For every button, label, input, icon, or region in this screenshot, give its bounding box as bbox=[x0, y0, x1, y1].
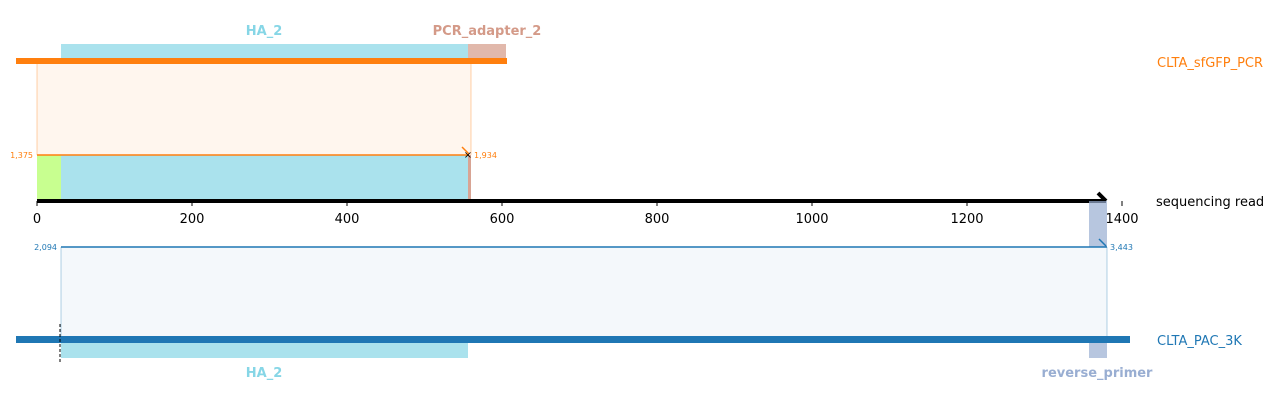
bottom-target-label: CLTA_PAC_3K bbox=[1157, 334, 1242, 349]
top-alignment-end-tick bbox=[461, 146, 470, 155]
top-insertion-green-block bbox=[37, 155, 61, 200]
bottom-alignment-fill bbox=[61, 247, 1107, 339]
top-alignment-fill bbox=[37, 62, 471, 155]
top-target-label: CLTA_sfGFP_PCR bbox=[1157, 56, 1263, 71]
read-axis-ticks: 0 200 400 600 800 1000 1200 1400 bbox=[33, 201, 1139, 227]
top-feature-ha2-label: HA_2 bbox=[246, 24, 283, 39]
read-axis-tick-label: 1400 bbox=[1105, 212, 1138, 227]
read-axis-tick-label: 600 bbox=[490, 212, 515, 227]
top-target-bar bbox=[16, 58, 507, 64]
bottom-target-bar bbox=[16, 336, 1130, 343]
read-axis-tick-label: 1200 bbox=[950, 212, 983, 227]
top-alignment-ref-start: 1,375 bbox=[10, 151, 33, 160]
read-axis-tick-label: 0 bbox=[33, 212, 41, 227]
top-pcr-adapter-read-block bbox=[468, 155, 471, 200]
top-alignment-ref-end: 1,934 bbox=[474, 151, 497, 160]
bottom-feature-ha2-block bbox=[61, 341, 468, 358]
top-feature-pcr-adapter-block bbox=[468, 44, 506, 61]
read-label: sequencing read bbox=[1156, 195, 1264, 210]
bottom-alignment-ref-start: 2,094 bbox=[34, 243, 57, 252]
bottom-alignment-end-tick bbox=[1098, 238, 1107, 247]
top-feature-pcr-adapter-label: PCR_adapter_2 bbox=[433, 24, 542, 39]
top-ha2-read-block bbox=[61, 155, 468, 200]
read-axis-tick-label: 200 bbox=[180, 212, 205, 227]
bottom-feature-ha2-label: HA_2 bbox=[246, 366, 283, 381]
bottom-reverse-primer-read-block bbox=[1089, 201, 1107, 247]
top-alignment-end-marker: × bbox=[464, 150, 472, 161]
read-axis-tick-label: 800 bbox=[645, 212, 670, 227]
bottom-alignment-ref-end: 3,443 bbox=[1110, 243, 1133, 252]
read-axis-tick-label: 400 bbox=[335, 212, 360, 227]
read-axis-tick-label: 1000 bbox=[795, 212, 828, 227]
bottom-feature-reverse-primer-block bbox=[1089, 341, 1107, 358]
bottom-feature-reverse-primer-label: reverse_primer bbox=[1042, 366, 1154, 381]
top-feature-ha2-block bbox=[61, 44, 468, 61]
read-arrow-head bbox=[1096, 191, 1108, 203]
